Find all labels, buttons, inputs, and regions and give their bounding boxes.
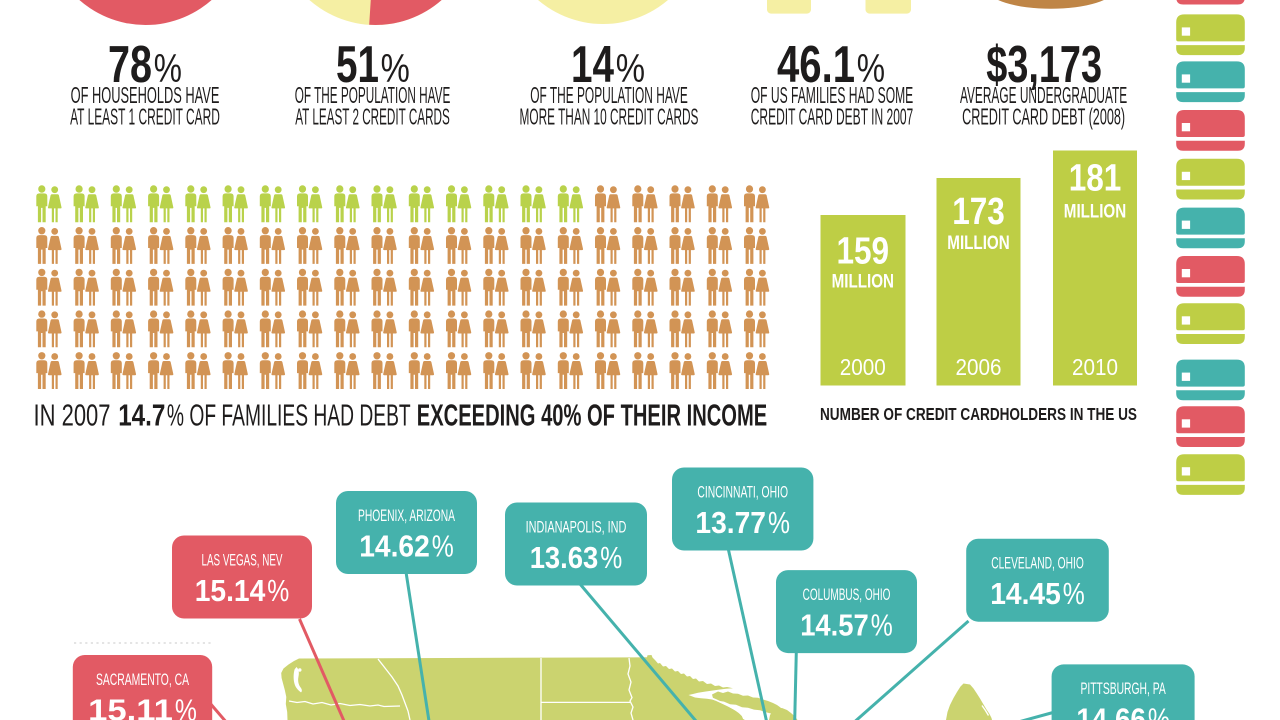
svg-text:CREDIT CARD DEBT (2008): CREDIT CARD DEBT (2008): [962, 104, 1125, 130]
svg-text:%: %: [267, 573, 289, 608]
svg-text:14.45: 14.45: [990, 576, 1061, 611]
svg-text:%: %: [154, 47, 182, 91]
svg-text:$3,173: $3,173: [986, 35, 1102, 93]
svg-text:%: %: [1148, 702, 1170, 720]
svg-text:%: %: [871, 607, 893, 642]
svg-text:%: %: [600, 540, 622, 575]
svg-text:CINCINNATI, OHIO: CINCINNATI, OHIO: [697, 483, 788, 501]
svg-text:MILLION: MILLION: [1064, 201, 1126, 222]
svg-text:MORE THAN 10 CREDIT CARDS: MORE THAN 10 CREDIT CARDS: [520, 104, 699, 130]
svg-text:2000: 2000: [840, 354, 886, 380]
svg-text:13.77: 13.77: [695, 505, 766, 540]
svg-text:2010: 2010: [1072, 354, 1118, 380]
svg-text:AVERAGE UNDERGRADUATE: AVERAGE UNDERGRADUATE: [960, 82, 1127, 108]
svg-text:NUMBER OF CREDIT CARDHOLDERS I: NUMBER OF CREDIT CARDHOLDERS IN THE US: [820, 405, 1137, 424]
svg-text:15.11: 15.11: [88, 692, 173, 720]
svg-text:PITTSBURGH, PA: PITTSBURGH, PA: [1080, 680, 1165, 698]
svg-text:14: 14: [571, 35, 614, 93]
svg-text:OF THE POPULATION HAVE: OF THE POPULATION HAVE: [530, 82, 688, 108]
svg-text:LAS VEGAS, NEV: LAS VEGAS, NEV: [202, 551, 283, 569]
svg-text:%: %: [1063, 576, 1085, 611]
svg-text:%: %: [381, 47, 410, 91]
svg-text:2006: 2006: [956, 354, 1002, 380]
svg-text:CREDIT CARD DEBT IN 2007: CREDIT CARD DEBT IN 2007: [751, 104, 914, 130]
svg-text:%: %: [616, 47, 645, 91]
svg-text:MILLION: MILLION: [832, 272, 894, 293]
svg-text:OF US FAMILIES HAD SOME: OF US FAMILIES HAD SOME: [751, 82, 914, 108]
svg-text:IN 2007: IN 2007: [34, 399, 111, 433]
svg-text:46.1: 46.1: [777, 35, 855, 93]
svg-text:AT LEAST 2 CREDIT CARDS: AT LEAST 2 CREDIT CARDS: [295, 104, 450, 130]
svg-text:MILLION: MILLION: [947, 233, 1009, 254]
svg-text:%: %: [432, 528, 454, 563]
svg-text:EXCEEDING 40% OF THEIR INCOME: EXCEEDING 40% OF THEIR INCOME: [417, 399, 767, 433]
svg-text:14.62: 14.62: [359, 528, 430, 563]
svg-text:%: %: [175, 692, 197, 720]
svg-text:51: 51: [336, 35, 379, 93]
svg-text:15.14: 15.14: [195, 573, 266, 608]
svg-text:COLUMBUS, OHIO: COLUMBUS, OHIO: [803, 586, 891, 604]
svg-text:INDIANAPOLIS, IND: INDIANAPOLIS, IND: [526, 518, 627, 536]
svg-text:14.57: 14.57: [800, 607, 869, 642]
svg-text:14.66: 14.66: [1076, 702, 1146, 720]
svg-text:OF HOUSEHOLDS HAVE: OF HOUSEHOLDS HAVE: [71, 82, 220, 108]
svg-text:%: %: [857, 47, 885, 91]
svg-text:SACRAMENTO, CA: SACRAMENTO, CA: [96, 671, 189, 689]
svg-text:159: 159: [837, 230, 890, 273]
svg-text:CLEVELAND, OHIO: CLEVELAND, OHIO: [991, 555, 1084, 573]
svg-text:PHOENIX, ARIZONA: PHOENIX, ARIZONA: [358, 507, 455, 525]
svg-text:14.7: 14.7: [118, 399, 165, 433]
svg-text:OF THE POPULATION HAVE: OF THE POPULATION HAVE: [295, 82, 451, 108]
svg-text:%: %: [768, 505, 790, 540]
svg-text:AT LEAST 1 CREDIT CARD: AT LEAST 1 CREDIT CARD: [70, 104, 220, 130]
svg-text:78: 78: [108, 35, 152, 93]
svg-text:181: 181: [1069, 157, 1122, 200]
svg-text:173: 173: [952, 190, 1005, 233]
svg-text:% OF FAMILIES HAD DEBT: % OF FAMILIES HAD DEBT: [167, 399, 411, 433]
svg-text:13.63: 13.63: [530, 540, 599, 575]
